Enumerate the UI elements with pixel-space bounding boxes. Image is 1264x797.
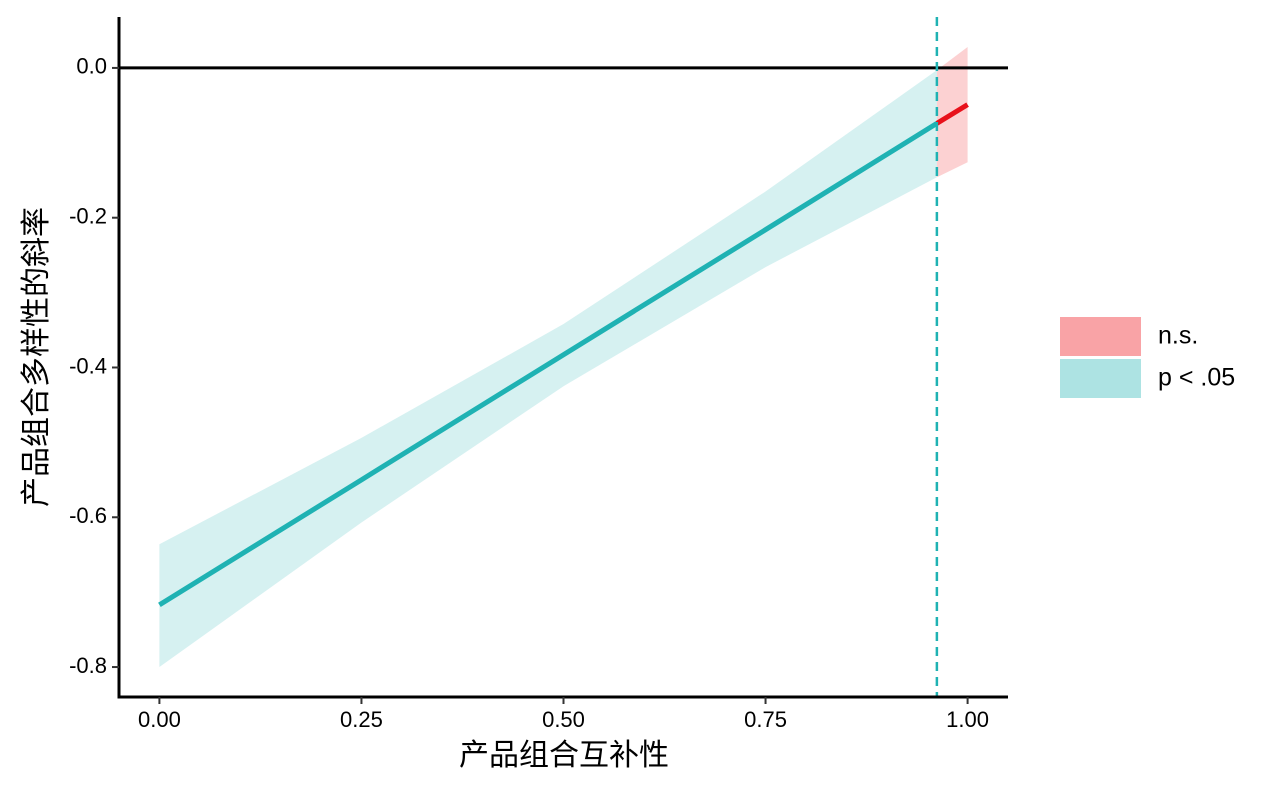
y-tick-label: -0.2 — [69, 204, 107, 229]
slope-line — [158, 121, 939, 608]
legend-label: p < .05 — [1158, 364, 1235, 392]
legend-swatch — [1060, 359, 1141, 398]
x-tick-label: 0.50 — [542, 707, 585, 732]
y-tick-label: -0.8 — [69, 653, 107, 678]
y-tick-label: -0.4 — [69, 353, 107, 378]
y-tick-label: 0.0 — [76, 54, 107, 79]
y-axis-title: 产品组合多样性的斜率 — [20, 207, 53, 507]
slope-line — [935, 102, 969, 126]
x-axis-title: 产品组合互补性 — [459, 739, 669, 772]
confidence-band — [159, 70, 937, 668]
x-tick-label: 0.25 — [340, 707, 383, 732]
x-tick-label: 0.00 — [138, 707, 181, 732]
x-tick-label: 1.00 — [946, 707, 989, 732]
legend-swatch — [1060, 317, 1141, 356]
legend-label: n.s. — [1158, 322, 1198, 350]
x-tick-label: 0.75 — [744, 707, 787, 732]
y-tick-label: -0.6 — [69, 503, 107, 528]
